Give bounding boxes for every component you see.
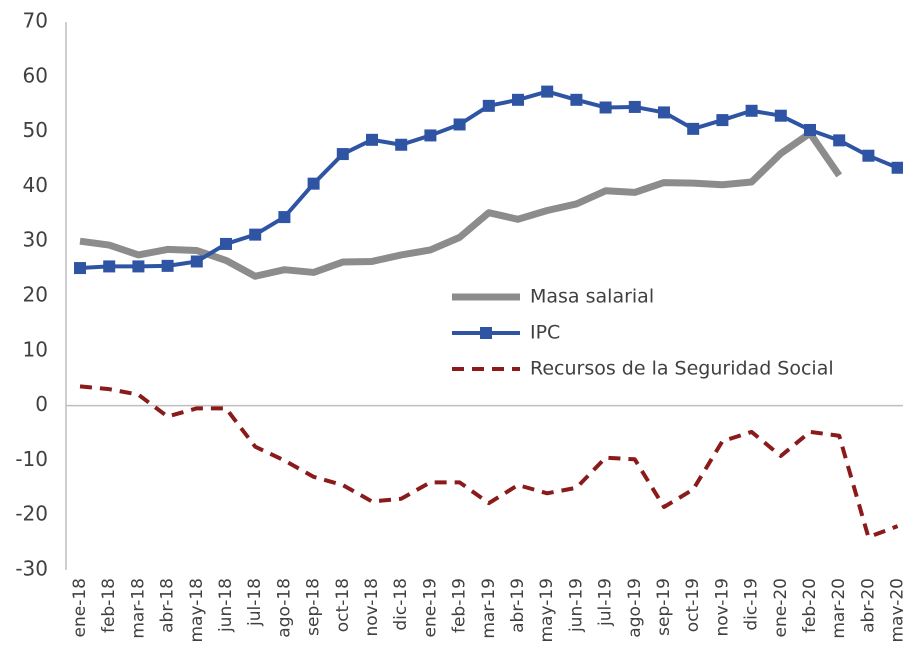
x-tick-label: oct-18	[333, 578, 353, 632]
y-tick-label: 20	[23, 283, 48, 307]
y-tick-label: 30	[23, 228, 48, 252]
series-line	[79, 129, 843, 280]
marker	[512, 93, 524, 106]
y-tick-label: 50	[23, 118, 48, 142]
marker	[658, 106, 670, 119]
x-tick-label: mar-19	[479, 578, 499, 639]
legend-label: IPC	[530, 322, 560, 344]
legend-label: Masa salarial	[530, 286, 654, 308]
x-tick-label: oct-19	[683, 578, 703, 632]
x-tick-label: ene-20	[771, 578, 791, 637]
x-tick-label: mar-18	[128, 578, 148, 639]
legend-marker	[480, 327, 492, 339]
y-tick-label: 70	[23, 9, 48, 33]
x-tick-label: abr-19	[508, 578, 528, 633]
x-tick-label: abr-18	[158, 578, 178, 633]
y-tick-label: 60	[23, 63, 48, 87]
y-tick-label: 40	[23, 173, 48, 197]
marker	[132, 260, 145, 273]
x-tick-label: ago-18	[274, 578, 294, 638]
x-tick-label: feb-19	[450, 578, 470, 633]
x-tick-label: dic-19	[742, 578, 762, 631]
x-tick-label: may-20	[888, 578, 903, 643]
marker	[220, 237, 232, 250]
marker	[891, 161, 903, 174]
x-tick-label: mar-20	[829, 578, 849, 639]
x-tick-label: jun-18	[216, 578, 236, 633]
x-tick-label: feb-20	[800, 578, 820, 633]
marker	[278, 211, 291, 224]
x-tick-label: abr-20	[858, 578, 878, 633]
marker	[774, 109, 787, 122]
y-tick-label: 10	[23, 337, 48, 361]
marker	[687, 122, 700, 135]
marker	[249, 228, 262, 241]
marker	[424, 129, 437, 142]
x-tick-label: jul-18	[245, 578, 265, 627]
marker	[541, 85, 554, 98]
legend-label: Recursos de la Seguridad Social	[530, 358, 834, 380]
y-tick-label: 0	[35, 392, 48, 416]
marker	[570, 93, 583, 106]
x-tick-label: ene-18	[70, 578, 90, 637]
x-tick-label: sep-19	[654, 578, 674, 636]
series-line	[79, 384, 899, 540]
y-tick-label: -20	[15, 502, 48, 526]
x-tick-label: may-19	[537, 578, 557, 643]
x-tick-label: jun-19	[566, 578, 586, 633]
x-tick-label: ene-19	[420, 578, 440, 637]
y-tick-label: -10	[15, 447, 48, 471]
marker	[190, 255, 203, 268]
x-tick-label: ago-19	[625, 578, 645, 638]
marker	[716, 114, 729, 127]
marker	[628, 100, 641, 113]
x-tick-label: may-18	[187, 578, 207, 643]
x-tick-label: jul-19	[596, 578, 616, 627]
marker	[833, 134, 846, 147]
marker	[395, 138, 408, 151]
x-tick-label: nov-19	[712, 578, 732, 637]
x-tick-label: feb-18	[99, 578, 119, 633]
marker	[599, 101, 612, 114]
x-tick-label: dic-18	[391, 578, 411, 631]
marker	[862, 149, 875, 162]
marker	[482, 99, 495, 112]
y-tick-label: -30	[15, 557, 48, 581]
marker	[804, 123, 816, 136]
marker	[745, 104, 758, 117]
marker	[74, 262, 86, 275]
x-tick-label: nov-18	[362, 578, 382, 637]
marker	[366, 133, 378, 146]
marker	[453, 118, 466, 131]
marker	[103, 260, 116, 273]
x-tick-label: sep-18	[304, 578, 324, 636]
marker	[336, 148, 349, 161]
marker	[307, 177, 320, 190]
marker	[161, 259, 174, 272]
